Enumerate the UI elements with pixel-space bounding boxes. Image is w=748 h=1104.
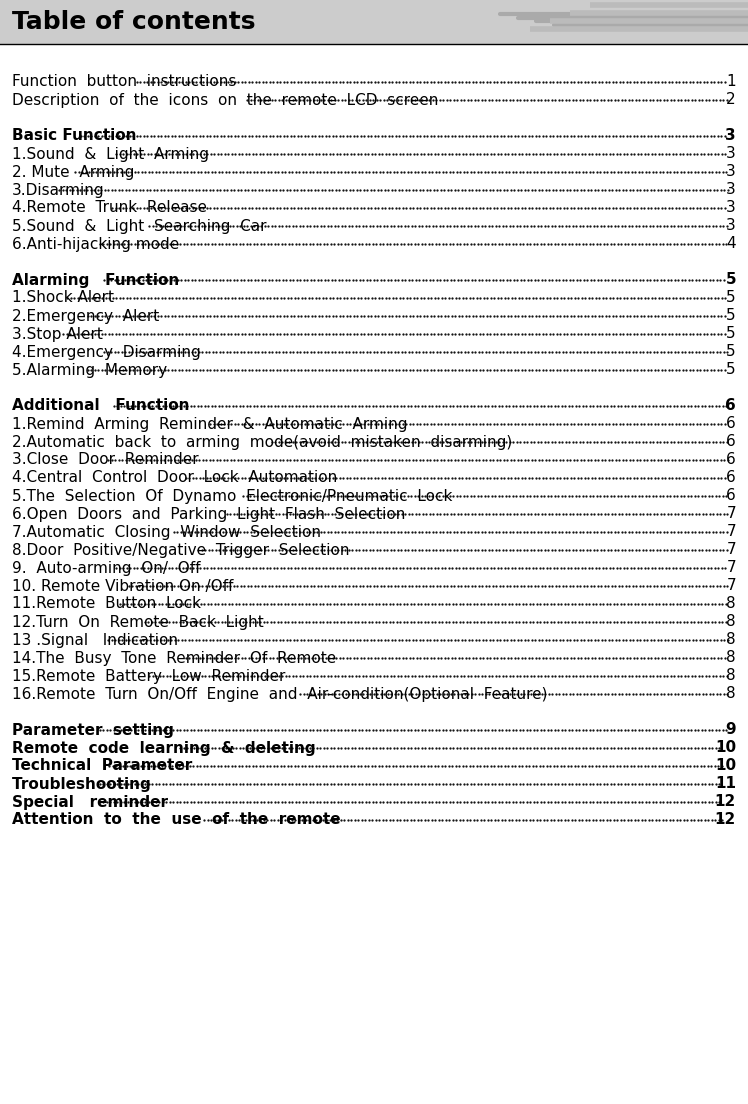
Text: 12: 12 xyxy=(715,795,736,809)
Text: 4: 4 xyxy=(726,236,736,252)
Text: 3.Stop Alert: 3.Stop Alert xyxy=(12,327,103,341)
Text: 3.Disarming: 3.Disarming xyxy=(12,182,105,198)
Text: Additional   Function: Additional Function xyxy=(12,399,189,414)
Text: 2. Mute  Arming: 2. Mute Arming xyxy=(12,164,135,180)
Text: 5: 5 xyxy=(726,362,736,378)
Text: 6: 6 xyxy=(726,416,736,432)
FancyBboxPatch shape xyxy=(0,0,748,44)
Text: 11.Remote  Button  Lock: 11.Remote Button Lock xyxy=(12,596,215,612)
Text: 8: 8 xyxy=(726,650,736,666)
Text: 14.The  Busy  Tone  Reminder  Of  Remote: 14.The Busy Tone Reminder Of Remote xyxy=(12,650,346,666)
Text: 1.Remind  Arming  Reminder  &  Automatic  Arming: 1.Remind Arming Reminder & Automatic Arm… xyxy=(12,416,408,432)
Text: 5: 5 xyxy=(726,344,736,360)
Text: 12: 12 xyxy=(715,813,736,828)
Text: 5.Alarming  Memory: 5.Alarming Memory xyxy=(12,362,167,378)
Text: 10: 10 xyxy=(715,758,736,774)
Text: 12.Turn  On  Remote  Back  Light: 12.Turn On Remote Back Light xyxy=(12,615,264,629)
Text: 2.Emergency  Alert: 2.Emergency Alert xyxy=(12,308,159,323)
Text: 6: 6 xyxy=(726,435,736,449)
Text: 7: 7 xyxy=(726,542,736,558)
Text: Attention  to  the  use  of  the  remote: Attention to the use of the remote xyxy=(12,813,340,828)
Text: 2.Automatic  back  to  arming  mode(avoid  mistaken  disarming): 2.Automatic back to arming mode(avoid mi… xyxy=(12,435,512,449)
Text: 4.Emergency  Disarming: 4.Emergency Disarming xyxy=(12,344,200,360)
Text: 7: 7 xyxy=(726,524,736,540)
Text: 6: 6 xyxy=(726,399,736,414)
Text: 5.The  Selection  Of  Dynamo  Electronic/Pneumatic  Lock: 5.The Selection Of Dynamo Electronic/Pne… xyxy=(12,488,453,503)
Text: 5.Sound  &  Light  Searching  Car: 5.Sound & Light Searching Car xyxy=(12,219,266,234)
Text: 8: 8 xyxy=(726,633,736,648)
Text: 1.Shock Alert: 1.Shock Alert xyxy=(12,290,114,306)
Text: Description  of  the  icons  on  the  remote  LCD  screen: Description of the icons on the remote L… xyxy=(12,93,438,107)
Text: Basic Function: Basic Function xyxy=(12,128,136,144)
Text: 3.Close  Door  Reminder: 3.Close Door Reminder xyxy=(12,453,199,467)
Text: 1: 1 xyxy=(726,74,736,89)
Text: 8: 8 xyxy=(726,596,736,612)
Text: Function  button  instructions: Function button instructions xyxy=(12,74,236,89)
Text: Alarming   Function: Alarming Function xyxy=(12,273,180,287)
Text: 3: 3 xyxy=(726,219,736,234)
Text: 5: 5 xyxy=(726,290,736,306)
Text: 6.Anti-hijacking mode: 6.Anti-hijacking mode xyxy=(12,236,180,252)
Text: 13 .Signal   Indication: 13 .Signal Indication xyxy=(12,633,178,648)
Text: Remote  code  learning  &  deleting: Remote code learning & deleting xyxy=(12,741,316,755)
Text: 1.Sound  &  Light  Arming: 1.Sound & Light Arming xyxy=(12,147,209,161)
Text: 7: 7 xyxy=(726,507,736,521)
Text: 4.Central  Control  Door  Lock  Automation: 4.Central Control Door Lock Automation xyxy=(12,470,337,486)
Text: 10: 10 xyxy=(715,741,736,755)
Text: 8: 8 xyxy=(726,669,736,683)
Text: 8.Door  Positive/Negative  Trigger  Selection: 8.Door Positive/Negative Trigger Selecti… xyxy=(12,542,349,558)
Text: 6: 6 xyxy=(726,488,736,503)
Text: 8: 8 xyxy=(726,615,736,629)
Text: Troubleshooting: Troubleshooting xyxy=(12,776,167,792)
Text: 3: 3 xyxy=(726,128,736,144)
Text: 15.Remote  Battery  Low  Reminder: 15.Remote Battery Low Reminder xyxy=(12,669,286,683)
Text: Special   reminder: Special reminder xyxy=(12,795,168,809)
Text: 6: 6 xyxy=(726,453,736,467)
Text: 5: 5 xyxy=(726,308,736,323)
Text: 6.Open  Doors  and  Parking  Light  Flash  Selection: 6.Open Doors and Parking Light Flash Sel… xyxy=(12,507,405,521)
Text: 11: 11 xyxy=(715,776,736,792)
Text: 3: 3 xyxy=(726,164,736,180)
Text: 3: 3 xyxy=(726,147,736,161)
Text: 16.Remote  Turn  On/Off  Engine  and  Air-condition(Optional  Feature): 16.Remote Turn On/Off Engine and Air-con… xyxy=(12,687,548,701)
Text: 6: 6 xyxy=(726,470,736,486)
Text: Technical  Parameter: Technical Parameter xyxy=(12,758,192,774)
Text: 2: 2 xyxy=(726,93,736,107)
Text: 5: 5 xyxy=(726,273,736,287)
Text: Parameter  setting: Parameter setting xyxy=(12,722,174,737)
Text: 8: 8 xyxy=(726,687,736,701)
Text: 9.  Auto-arming  On/  Off: 9. Auto-arming On/ Off xyxy=(12,561,200,575)
Text: 3: 3 xyxy=(726,201,736,215)
Text: 5: 5 xyxy=(726,327,736,341)
Text: Table of contents: Table of contents xyxy=(12,10,256,34)
Text: 7: 7 xyxy=(726,578,736,594)
Text: 7.Automatic  Closing  Window  Selection: 7.Automatic Closing Window Selection xyxy=(12,524,321,540)
Text: 3: 3 xyxy=(726,182,736,198)
Text: 10. Remote Vibration On /Off: 10. Remote Vibration On /Off xyxy=(12,578,233,594)
Text: 7: 7 xyxy=(726,561,736,575)
Text: 9: 9 xyxy=(726,722,736,737)
Text: 4.Remote  Trunk  Release: 4.Remote Trunk Release xyxy=(12,201,207,215)
